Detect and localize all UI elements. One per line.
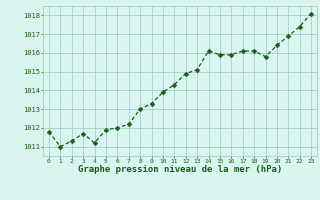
X-axis label: Graphe pression niveau de la mer (hPa): Graphe pression niveau de la mer (hPa) [78, 165, 282, 174]
